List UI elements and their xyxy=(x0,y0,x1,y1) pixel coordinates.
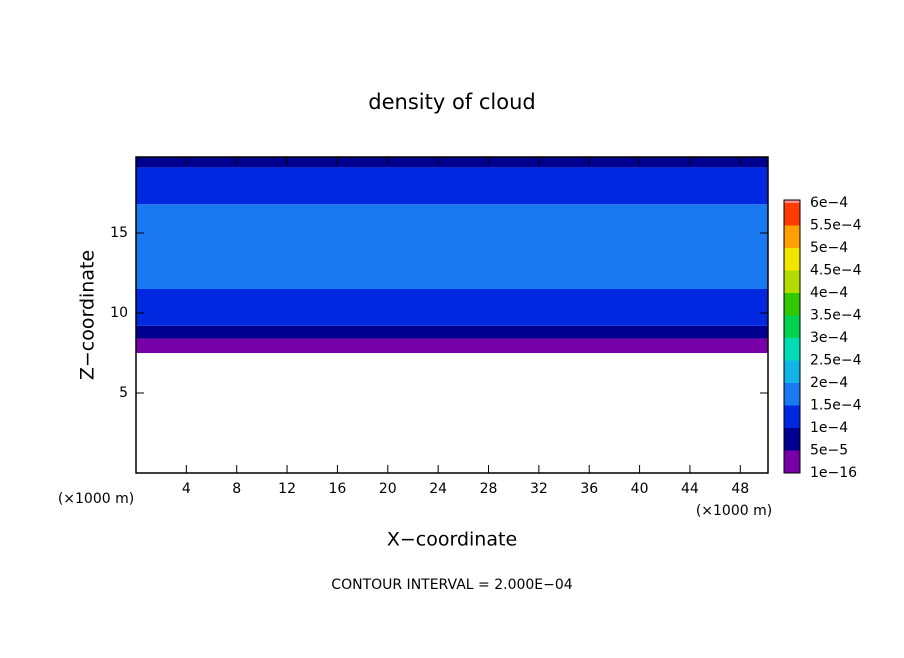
chart-title: density of cloud xyxy=(368,90,535,114)
y-tick-label: 15 xyxy=(110,225,128,241)
contour-band xyxy=(136,289,768,326)
colorbar-box xyxy=(784,293,800,316)
colorbar-box xyxy=(784,248,800,271)
colorbar-label: 2e−4 xyxy=(810,375,848,391)
contour-band xyxy=(136,157,768,168)
y-axis-label: Z−coordinate xyxy=(77,250,99,380)
colorbar-label: 4e−4 xyxy=(810,285,848,301)
colorbar-label: 5e−5 xyxy=(810,443,848,459)
colorbar-box xyxy=(784,315,800,338)
y-tick-label: 10 xyxy=(110,305,128,321)
colorbar-label: 1.5e−4 xyxy=(810,398,862,414)
plot-frame xyxy=(135,156,769,474)
contour-band xyxy=(136,204,768,289)
colorbar-label: 4.5e−4 xyxy=(810,263,862,279)
x-tick-label: 44 xyxy=(681,481,699,497)
x-tick-label: 8 xyxy=(232,481,241,497)
x-tick-label: 36 xyxy=(580,481,598,497)
colorbar-label: 3e−4 xyxy=(810,330,848,346)
colorbar-box xyxy=(784,225,800,248)
colorbar-label: 1e−4 xyxy=(810,420,848,436)
colorbar-extra xyxy=(784,200,800,203)
colorbar-box xyxy=(784,405,800,428)
x-tick-label: 12 xyxy=(278,481,296,497)
footer: CONTOUR INTERVAL = 2.000E−04 xyxy=(331,577,572,593)
colorbar-label: 6e−4 xyxy=(810,195,848,211)
x-tick-label: 20 xyxy=(379,481,397,497)
colorbar-label: 3.5e−4 xyxy=(810,308,862,324)
x-tick-label: 4 xyxy=(182,481,191,497)
y-unit-label: (×1000 m) xyxy=(58,491,134,507)
x-tick-label: 32 xyxy=(530,481,548,497)
x-tick-label: 40 xyxy=(631,481,649,497)
x-tick-label: 24 xyxy=(429,481,447,497)
x-tick-label: 48 xyxy=(731,481,749,497)
colorbar-label: 2.5e−4 xyxy=(810,353,862,369)
colorbar-label: 5e−4 xyxy=(810,240,848,256)
contour-band xyxy=(136,167,768,205)
colorbar-box xyxy=(784,428,800,451)
colorbar-label: 1e−16 xyxy=(810,465,857,481)
colorbar-frame xyxy=(783,199,801,474)
colorbar-box xyxy=(784,338,800,361)
colorbar-box xyxy=(784,270,800,293)
x-axis-label: X−coordinate xyxy=(387,529,517,551)
x-unit-label: (×1000 m) xyxy=(696,503,772,519)
colorbar-box xyxy=(784,383,800,406)
y-tick-label: 5 xyxy=(119,385,128,401)
x-tick-label: 16 xyxy=(329,481,347,497)
x-tick-label: 28 xyxy=(480,481,498,497)
colorbar-box xyxy=(784,360,800,383)
colorbar-box xyxy=(784,450,800,473)
contour-band xyxy=(136,325,768,339)
colorbar-box xyxy=(784,203,800,226)
contour-band xyxy=(136,338,768,353)
colorbar-label: 5.5e−4 xyxy=(810,218,862,234)
